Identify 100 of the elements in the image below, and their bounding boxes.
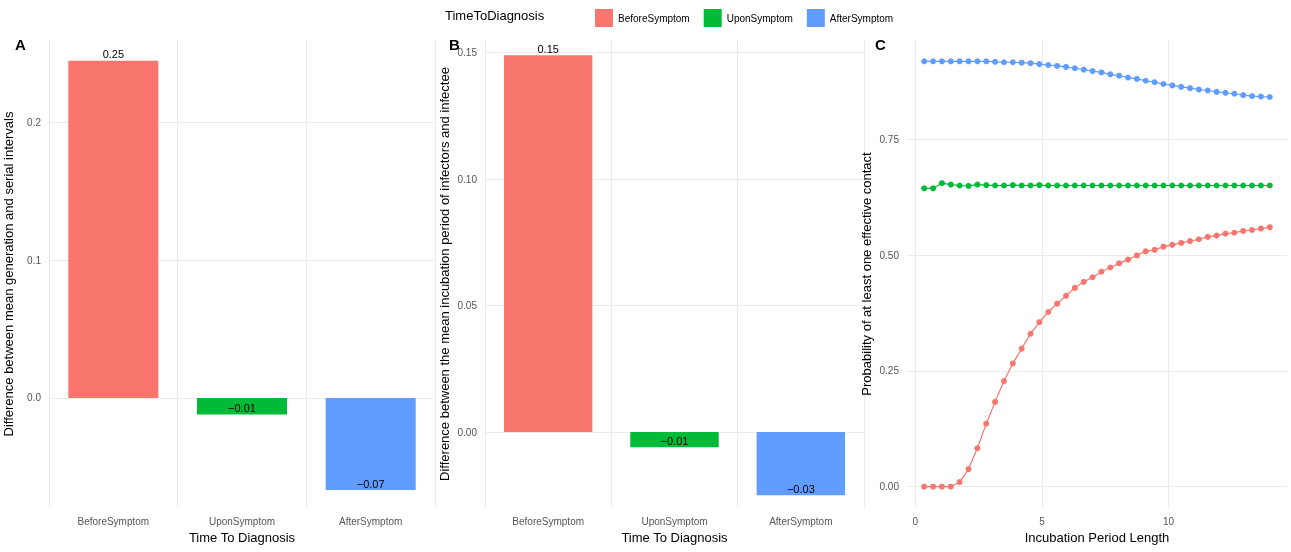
point <box>1116 72 1123 79</box>
point <box>1009 360 1016 367</box>
point <box>921 58 928 65</box>
point <box>1204 87 1211 94</box>
point <box>1071 284 1078 291</box>
point <box>974 181 981 188</box>
y-tick-label: 0.0 <box>27 392 42 404</box>
point <box>1222 182 1229 189</box>
point <box>992 182 999 189</box>
point <box>1266 224 1273 231</box>
point <box>1231 90 1238 97</box>
point <box>938 483 945 490</box>
point <box>1009 182 1016 189</box>
point <box>1266 182 1273 189</box>
point <box>1125 74 1132 81</box>
y-tick-label: 0.75 <box>879 133 900 145</box>
x-tick-label: 10 <box>1162 515 1175 527</box>
point <box>1036 182 1043 189</box>
point <box>1240 182 1247 189</box>
point <box>1116 260 1123 267</box>
point <box>956 479 963 486</box>
point <box>1204 182 1211 189</box>
x-tick-label: 5 <box>1039 515 1046 527</box>
y-tick-label: 0.25 <box>879 365 900 377</box>
point <box>1195 182 1202 189</box>
point <box>1027 182 1034 189</box>
point <box>1018 59 1025 66</box>
point <box>1036 319 1043 326</box>
point <box>1187 238 1194 245</box>
point <box>1062 292 1069 299</box>
point <box>1257 93 1264 100</box>
point <box>1000 378 1007 385</box>
x-axis-title: Incubation Period Length <box>1024 529 1170 545</box>
point <box>930 58 937 65</box>
point <box>1257 225 1264 232</box>
point <box>921 185 928 192</box>
point <box>1009 59 1016 66</box>
point <box>1089 68 1096 75</box>
data-label: −0.01 <box>228 401 256 414</box>
point <box>1222 89 1229 96</box>
y-tick-label: 0.00 <box>457 426 478 438</box>
point <box>1240 227 1247 234</box>
x-axis-title: Time To Diagnosis <box>188 529 296 545</box>
y-tick-label: 0.10 <box>457 173 478 185</box>
legend-label: BeforeSymptom <box>618 12 690 24</box>
point <box>1213 182 1220 189</box>
point <box>965 182 972 189</box>
point <box>1098 268 1105 275</box>
x-tick-label: UponSymptom <box>641 515 708 527</box>
x-axis-title: Time To Diagnosis <box>621 529 729 545</box>
point <box>1160 243 1167 250</box>
point <box>1133 75 1140 82</box>
point <box>938 58 945 65</box>
point <box>1160 81 1167 88</box>
point <box>1027 60 1034 67</box>
point <box>1266 94 1273 100</box>
point <box>1249 93 1256 100</box>
point <box>1054 300 1061 307</box>
point <box>947 181 954 188</box>
point <box>1240 92 1247 99</box>
point <box>1000 59 1007 66</box>
point <box>1178 182 1185 189</box>
point <box>1213 232 1220 239</box>
point <box>1045 309 1052 315</box>
point <box>1195 86 1202 93</box>
y-tick-label: 0.00 <box>879 481 900 493</box>
point <box>1151 182 1158 189</box>
y-axis-title: Probability of at least one effective contact <box>859 151 874 396</box>
point <box>947 483 954 490</box>
point <box>1178 239 1185 246</box>
point <box>1204 233 1211 240</box>
point <box>1151 246 1158 253</box>
point <box>1151 79 1158 86</box>
point <box>1142 77 1149 84</box>
data-label: 0.25 <box>102 48 125 61</box>
data-label: −0.03 <box>786 482 815 495</box>
chart-title: C <box>875 36 886 53</box>
point <box>1142 248 1149 255</box>
y-axis-title: Difference between the mean incubation period of infectors and infectee <box>437 67 452 481</box>
data-label: −0.07 <box>356 477 385 490</box>
point <box>938 180 945 187</box>
point <box>921 483 928 490</box>
point <box>1160 182 1167 189</box>
x-tick-label: 0 <box>912 515 919 527</box>
point <box>1080 278 1087 285</box>
point <box>1080 66 1087 73</box>
point <box>974 58 981 65</box>
point <box>1178 83 1185 90</box>
point <box>1231 229 1238 236</box>
point <box>1036 61 1043 68</box>
x-tick-label: AfterSymptom <box>769 515 833 527</box>
point <box>1125 182 1132 189</box>
x-tick-label: UponSymptom <box>208 515 276 527</box>
data-label: 0.15 <box>537 42 559 55</box>
point <box>1000 182 1007 189</box>
point <box>983 420 990 427</box>
point <box>983 58 990 65</box>
point <box>1169 82 1176 89</box>
x-tick-label: BeforeSymptom <box>512 515 585 527</box>
point <box>930 185 937 192</box>
